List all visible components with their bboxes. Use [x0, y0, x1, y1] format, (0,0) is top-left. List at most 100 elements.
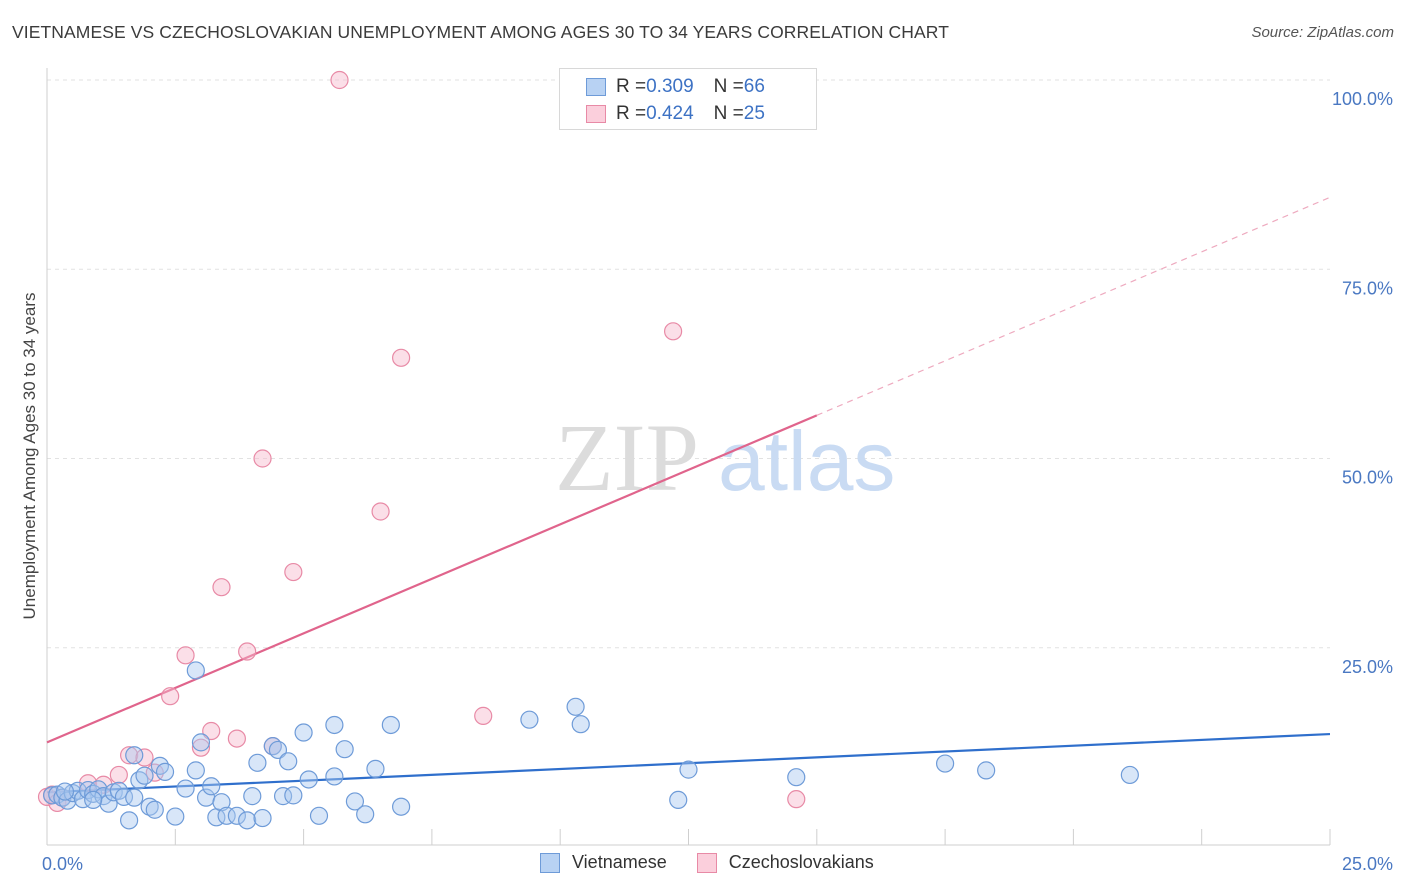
- point-vietnamese: [145, 800, 164, 819]
- point-vietnamese: [140, 797, 159, 816]
- point-vietnamese: [253, 808, 272, 828]
- point-vietnamese: [217, 806, 236, 825]
- point-czechoslovakians: [474, 706, 493, 725]
- legend-item-czechoslovakians: Czechoslovakians: [696, 852, 874, 873]
- y-tick-label: 50.0%: [1342, 468, 1393, 488]
- trend-extension-czechoslovakians: [816, 196, 1331, 416]
- axes: [46, 68, 1331, 846]
- point-vietnamese: [114, 787, 134, 806]
- point-czechoslovakians: [330, 70, 349, 90]
- y-tick-label: 100.0%: [1332, 89, 1393, 109]
- point-vietnamese: [243, 787, 262, 806]
- point-vietnamese: [335, 740, 354, 759]
- series-legend: Vietnamese Czechoslovakians: [540, 852, 904, 873]
- point-czechoslovakians: [392, 348, 411, 367]
- watermark: ZIP atlas: [555, 404, 895, 511]
- point-vietnamese: [325, 715, 344, 735]
- point-vietnamese: [248, 753, 267, 772]
- y-tick-label: 25.0%: [1342, 657, 1393, 677]
- point-vietnamese: [787, 768, 806, 787]
- x-tick-label: 0.0%: [42, 854, 83, 874]
- point-vietnamese: [55, 782, 75, 801]
- point-czechoslovakians: [371, 502, 390, 521]
- point-czechoslovakians: [191, 738, 211, 757]
- point-czechoslovakians: [787, 790, 806, 809]
- point-vietnamese: [679, 760, 698, 779]
- point-czechoslovakians: [161, 687, 180, 706]
- point-vietnamese: [73, 790, 93, 809]
- point-vietnamese: [366, 759, 385, 778]
- gridlines: [47, 79, 1330, 649]
- point-vietnamese: [571, 715, 590, 734]
- watermark-zip: ZIP: [555, 404, 699, 511]
- point-vietnamese: [392, 797, 411, 816]
- legend-n-label: N =: [713, 76, 744, 97]
- legend-swatch-blue: [586, 78, 606, 96]
- legend-r-value: 0.424: [646, 103, 694, 124]
- legend-row-vietnamese: R = 0.309 N = 66: [586, 74, 765, 100]
- point-vietnamese: [212, 793, 231, 812]
- point-vietnamese: [935, 754, 955, 773]
- point-vietnamese: [99, 794, 118, 813]
- trend-line-vietnamese: [46, 732, 1331, 794]
- point-vietnamese: [299, 770, 318, 789]
- point-vietnamese: [202, 777, 221, 796]
- point-vietnamese: [125, 746, 144, 765]
- point-czechoslovakians: [202, 721, 221, 741]
- point-vietnamese: [125, 788, 144, 807]
- point-vietnamese: [135, 766, 154, 785]
- legend-swatch-pink: [586, 105, 606, 123]
- point-vietnamese: [520, 710, 539, 729]
- point-vietnamese: [238, 811, 257, 830]
- point-vietnamese: [977, 761, 996, 780]
- point-vietnamese: [155, 762, 175, 781]
- source-label: Source: ZipAtlas.com: [1251, 24, 1394, 41]
- point-vietnamese: [325, 767, 344, 786]
- point-vietnamese: [166, 807, 185, 826]
- point-vietnamese: [268, 740, 288, 760]
- point-vietnamese: [186, 661, 205, 680]
- data-points: [37, 70, 1139, 830]
- point-vietnamese: [566, 697, 585, 716]
- point-vietnamese: [273, 787, 293, 806]
- point-vietnamese: [356, 805, 375, 824]
- legend-n-value: 25: [743, 103, 765, 124]
- point-vietnamese: [1120, 765, 1139, 785]
- y-axis-label: Unemployment Among Ages 30 to 34 years: [20, 293, 39, 620]
- point-vietnamese: [191, 733, 211, 752]
- point-czechoslovakians: [176, 646, 195, 665]
- point-czechoslovakians: [120, 746, 139, 765]
- tick-labels: 25.0% 50.0% 75.0% 100.0% 0.0% 25.0%: [42, 89, 1393, 874]
- x-tick-label: 25.0%: [1342, 854, 1393, 874]
- point-vietnamese: [345, 792, 365, 811]
- legend-row-czechoslovakians: R = 0.424 N = 25: [586, 101, 765, 127]
- legend-n-value: 66: [743, 76, 765, 97]
- trend-lines: [46, 196, 1331, 794]
- point-czechoslovakians: [253, 449, 272, 468]
- point-vietnamese: [227, 806, 246, 825]
- trend-line-czechoslovakians: [46, 414, 818, 744]
- legend-label-vietnamese: Vietnamese: [572, 852, 667, 872]
- point-vietnamese: [284, 786, 303, 805]
- legend-swatch-pink: [696, 852, 717, 873]
- stats-legend: R = 0.309 N = 66 R = 0.424 N = 25: [559, 68, 817, 130]
- point-vietnamese: [309, 806, 329, 825]
- point-vietnamese: [186, 761, 205, 780]
- point-czechoslovakians: [109, 765, 128, 785]
- point-czechoslovakians: [664, 322, 683, 341]
- point-czechoslovakians: [212, 578, 231, 597]
- point-vietnamese: [294, 723, 313, 742]
- point-czechoslovakians: [238, 642, 257, 661]
- point-vietnamese: [669, 790, 688, 810]
- point-vietnamese: [120, 811, 139, 830]
- point-czechoslovakians: [227, 729, 246, 748]
- legend-r-label: R =: [616, 76, 647, 97]
- point-czechoslovakians: [284, 562, 303, 582]
- legend-r-value: 0.309: [646, 76, 694, 97]
- chart-title: VIETNAMESE VS CZECHOSLOVAKIAN UNEMPLOYME…: [12, 22, 949, 42]
- point-vietnamese: [176, 779, 195, 798]
- point-vietnamese: [84, 790, 103, 810]
- point-vietnamese: [279, 752, 298, 771]
- legend-swatch-blue: [540, 852, 560, 873]
